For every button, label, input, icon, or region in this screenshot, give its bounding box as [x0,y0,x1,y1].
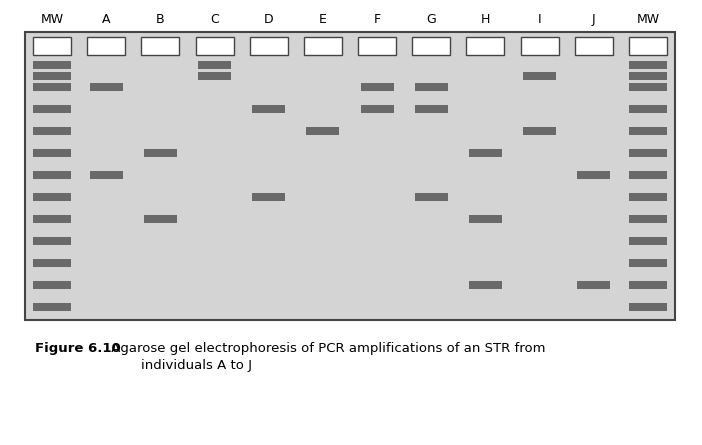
Bar [629,259,667,267]
Bar [90,171,123,179]
Bar [141,37,180,55]
Bar [144,215,177,223]
Bar [629,237,667,245]
Bar [415,193,448,201]
Bar [33,215,71,223]
Bar [87,37,125,55]
Text: MW: MW [41,13,64,26]
Bar [577,281,610,289]
Bar [25,32,675,320]
Text: E: E [319,13,327,26]
Text: Figure 6.10: Figure 6.10 [35,342,121,355]
Bar [415,83,448,91]
Bar [33,61,71,69]
Text: G: G [426,13,436,26]
Bar [33,37,71,55]
Bar [466,37,505,55]
Text: individuals A to J: individuals A to J [107,359,252,372]
Bar [629,215,667,223]
Bar [33,83,71,91]
Bar [577,171,610,179]
Bar [523,127,556,135]
Text: H: H [481,13,490,26]
Text: I: I [538,13,541,26]
Bar [33,149,71,157]
Bar [629,37,667,55]
Bar [33,105,71,113]
Text: C: C [210,13,219,26]
Bar [33,193,71,201]
Text: J: J [592,13,595,26]
Bar [629,61,667,69]
Bar [33,171,71,179]
Bar [358,37,396,55]
Bar [252,193,285,201]
Bar [33,127,71,135]
Text: MW: MW [637,13,660,26]
Bar [250,37,288,55]
Bar [629,193,667,201]
Bar [469,281,502,289]
Bar [521,37,559,55]
Bar [304,37,342,55]
Bar [33,303,71,311]
Text: F: F [373,13,380,26]
Bar [198,61,231,69]
Bar [629,281,667,289]
Text: A: A [102,13,110,26]
Bar [33,259,71,267]
Bar [575,37,613,55]
Text: D: D [264,13,274,26]
Bar [90,83,123,91]
Bar [33,72,71,80]
Bar [361,83,394,91]
Bar [361,105,394,113]
Bar [629,171,667,179]
Bar [196,37,234,55]
Bar [198,72,231,80]
Bar [629,105,667,113]
Bar [469,215,502,223]
Bar [415,105,448,113]
Bar [412,37,450,55]
Bar [33,281,71,289]
Bar [629,72,667,80]
Text: Agarose gel electrophoresis of PCR amplifications of an STR from: Agarose gel electrophoresis of PCR ampli… [107,342,545,355]
Bar [629,303,667,311]
Bar [469,149,502,157]
Bar [33,237,71,245]
Bar [252,105,285,113]
Bar [629,83,667,91]
Text: B: B [156,13,165,26]
Bar [629,149,667,157]
Bar [523,72,556,80]
Bar [306,127,339,135]
Bar [144,149,177,157]
Bar [629,127,667,135]
